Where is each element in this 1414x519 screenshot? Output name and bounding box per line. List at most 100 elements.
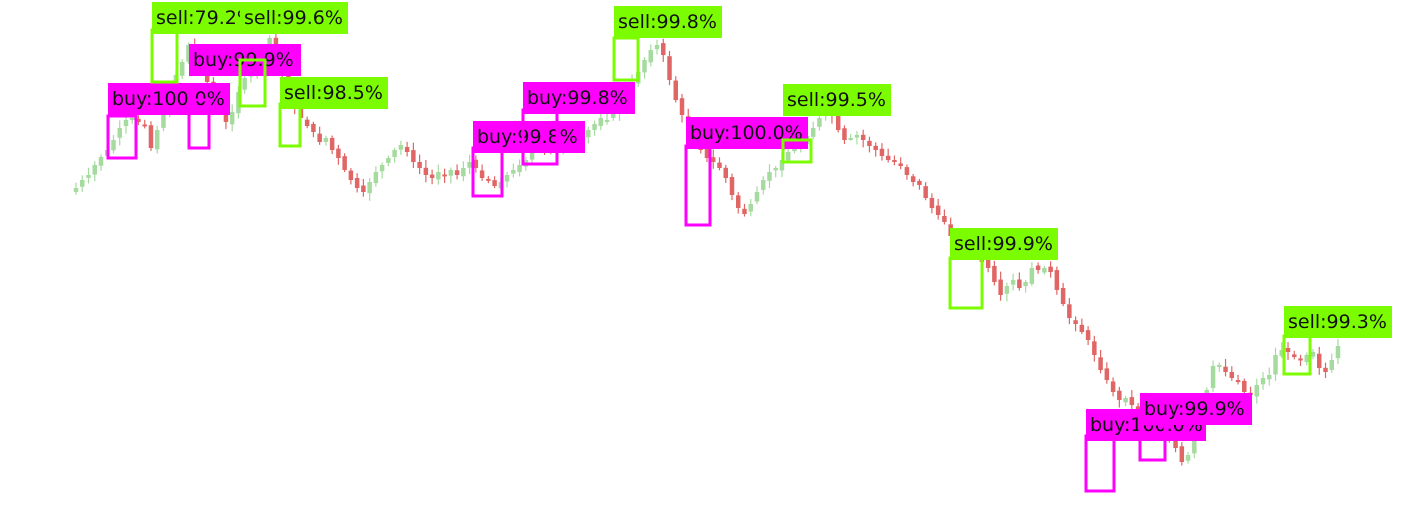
candle-body (1085, 330, 1091, 340)
sell-signal-label: sell:79.2% (156, 7, 255, 29)
candle (1029, 262, 1035, 286)
candle-body (267, 38, 272, 48)
candle-body (1279, 350, 1285, 357)
candle (354, 173, 360, 193)
buy-signal: buy:100.0% (684, 117, 808, 227)
candle-body (1192, 432, 1197, 454)
candle-body (454, 170, 460, 175)
candle-body (79, 180, 85, 187)
candle (1054, 266, 1060, 295)
candle (1310, 349, 1316, 360)
candle-body (723, 167, 728, 178)
candle (1060, 282, 1066, 307)
candle (373, 166, 379, 187)
candle-body (367, 182, 372, 194)
candle-body (336, 148, 341, 158)
buy-signal: buy:99.9% (1138, 393, 1252, 462)
sell-signal-box (781, 138, 813, 164)
candle-body (710, 157, 716, 162)
candle (123, 115, 129, 134)
candle-body (323, 138, 329, 142)
candle (723, 164, 728, 183)
sell-signal-box (278, 102, 302, 148)
candle-body (1223, 366, 1228, 372)
buy-signal-label-bg (473, 121, 585, 153)
candle-body (429, 174, 435, 178)
candle (323, 135, 329, 146)
candle-body (223, 110, 229, 122)
candle-body (592, 124, 597, 130)
candle (1304, 352, 1310, 366)
candle-body (186, 45, 191, 62)
candle (767, 164, 772, 189)
candle-body (1173, 439, 1178, 448)
candle-body (467, 162, 472, 168)
candle-body (504, 175, 510, 182)
candle (342, 153, 347, 173)
sell-signal-label-bg (614, 6, 722, 38)
candle (423, 159, 429, 183)
candle (1098, 349, 1103, 374)
candle-body (879, 148, 885, 156)
candle-body (754, 192, 760, 202)
candle (148, 121, 154, 151)
candle-body (779, 160, 785, 171)
candle-body (654, 45, 660, 50)
candle (1067, 298, 1072, 325)
candle (1260, 372, 1266, 390)
candle-body (792, 148, 797, 152)
candle (904, 164, 910, 180)
sell-signal: sell:99.9% (948, 228, 1058, 310)
candle (885, 148, 891, 163)
candle-body (1210, 366, 1216, 388)
candle-body (704, 148, 710, 158)
candle (1023, 279, 1028, 293)
candle-body (1329, 360, 1335, 370)
candle-body (760, 180, 766, 190)
candle-body (892, 159, 897, 162)
candle (379, 162, 385, 179)
candle-body (142, 124, 147, 127)
candle-body (373, 172, 379, 184)
candle (467, 154, 472, 175)
candle-body (317, 133, 322, 142)
sell-signal-label: sell:99.6% (244, 7, 343, 29)
candle-body (86, 175, 91, 178)
candle (136, 115, 141, 126)
sell-signal-label: sell:99.5% (787, 89, 886, 111)
candle (392, 147, 397, 163)
candle-body (642, 60, 647, 73)
candle (454, 164, 460, 180)
candle-body (767, 172, 772, 181)
candle (1242, 378, 1247, 395)
candle-body (1179, 446, 1185, 462)
candle (648, 44, 654, 67)
candle-body (398, 145, 404, 150)
candle-body (942, 216, 947, 222)
candle-body (1285, 347, 1291, 352)
candle (367, 177, 372, 201)
candle-body (1235, 380, 1241, 383)
candle-body (342, 156, 347, 170)
candle (242, 74, 247, 94)
candle (710, 149, 716, 169)
candle-body (873, 145, 878, 150)
candle (879, 143, 885, 161)
candle-body (517, 165, 522, 173)
candle (992, 260, 997, 286)
candle (1235, 374, 1241, 385)
candle-body (848, 138, 853, 140)
candle (1229, 366, 1235, 381)
candle (1279, 342, 1285, 359)
candle (742, 203, 747, 217)
candle-body (148, 125, 154, 148)
buy-signal: buy:99.9% (187, 44, 301, 150)
buy-signal-label: buy:100.0% (690, 122, 803, 144)
candle-body (1004, 286, 1010, 294)
candle-body (667, 56, 672, 80)
sell-signal-label-bg (152, 2, 256, 34)
candle-body (1073, 320, 1078, 324)
buy-signal-box (187, 98, 211, 150)
candle (111, 135, 116, 154)
